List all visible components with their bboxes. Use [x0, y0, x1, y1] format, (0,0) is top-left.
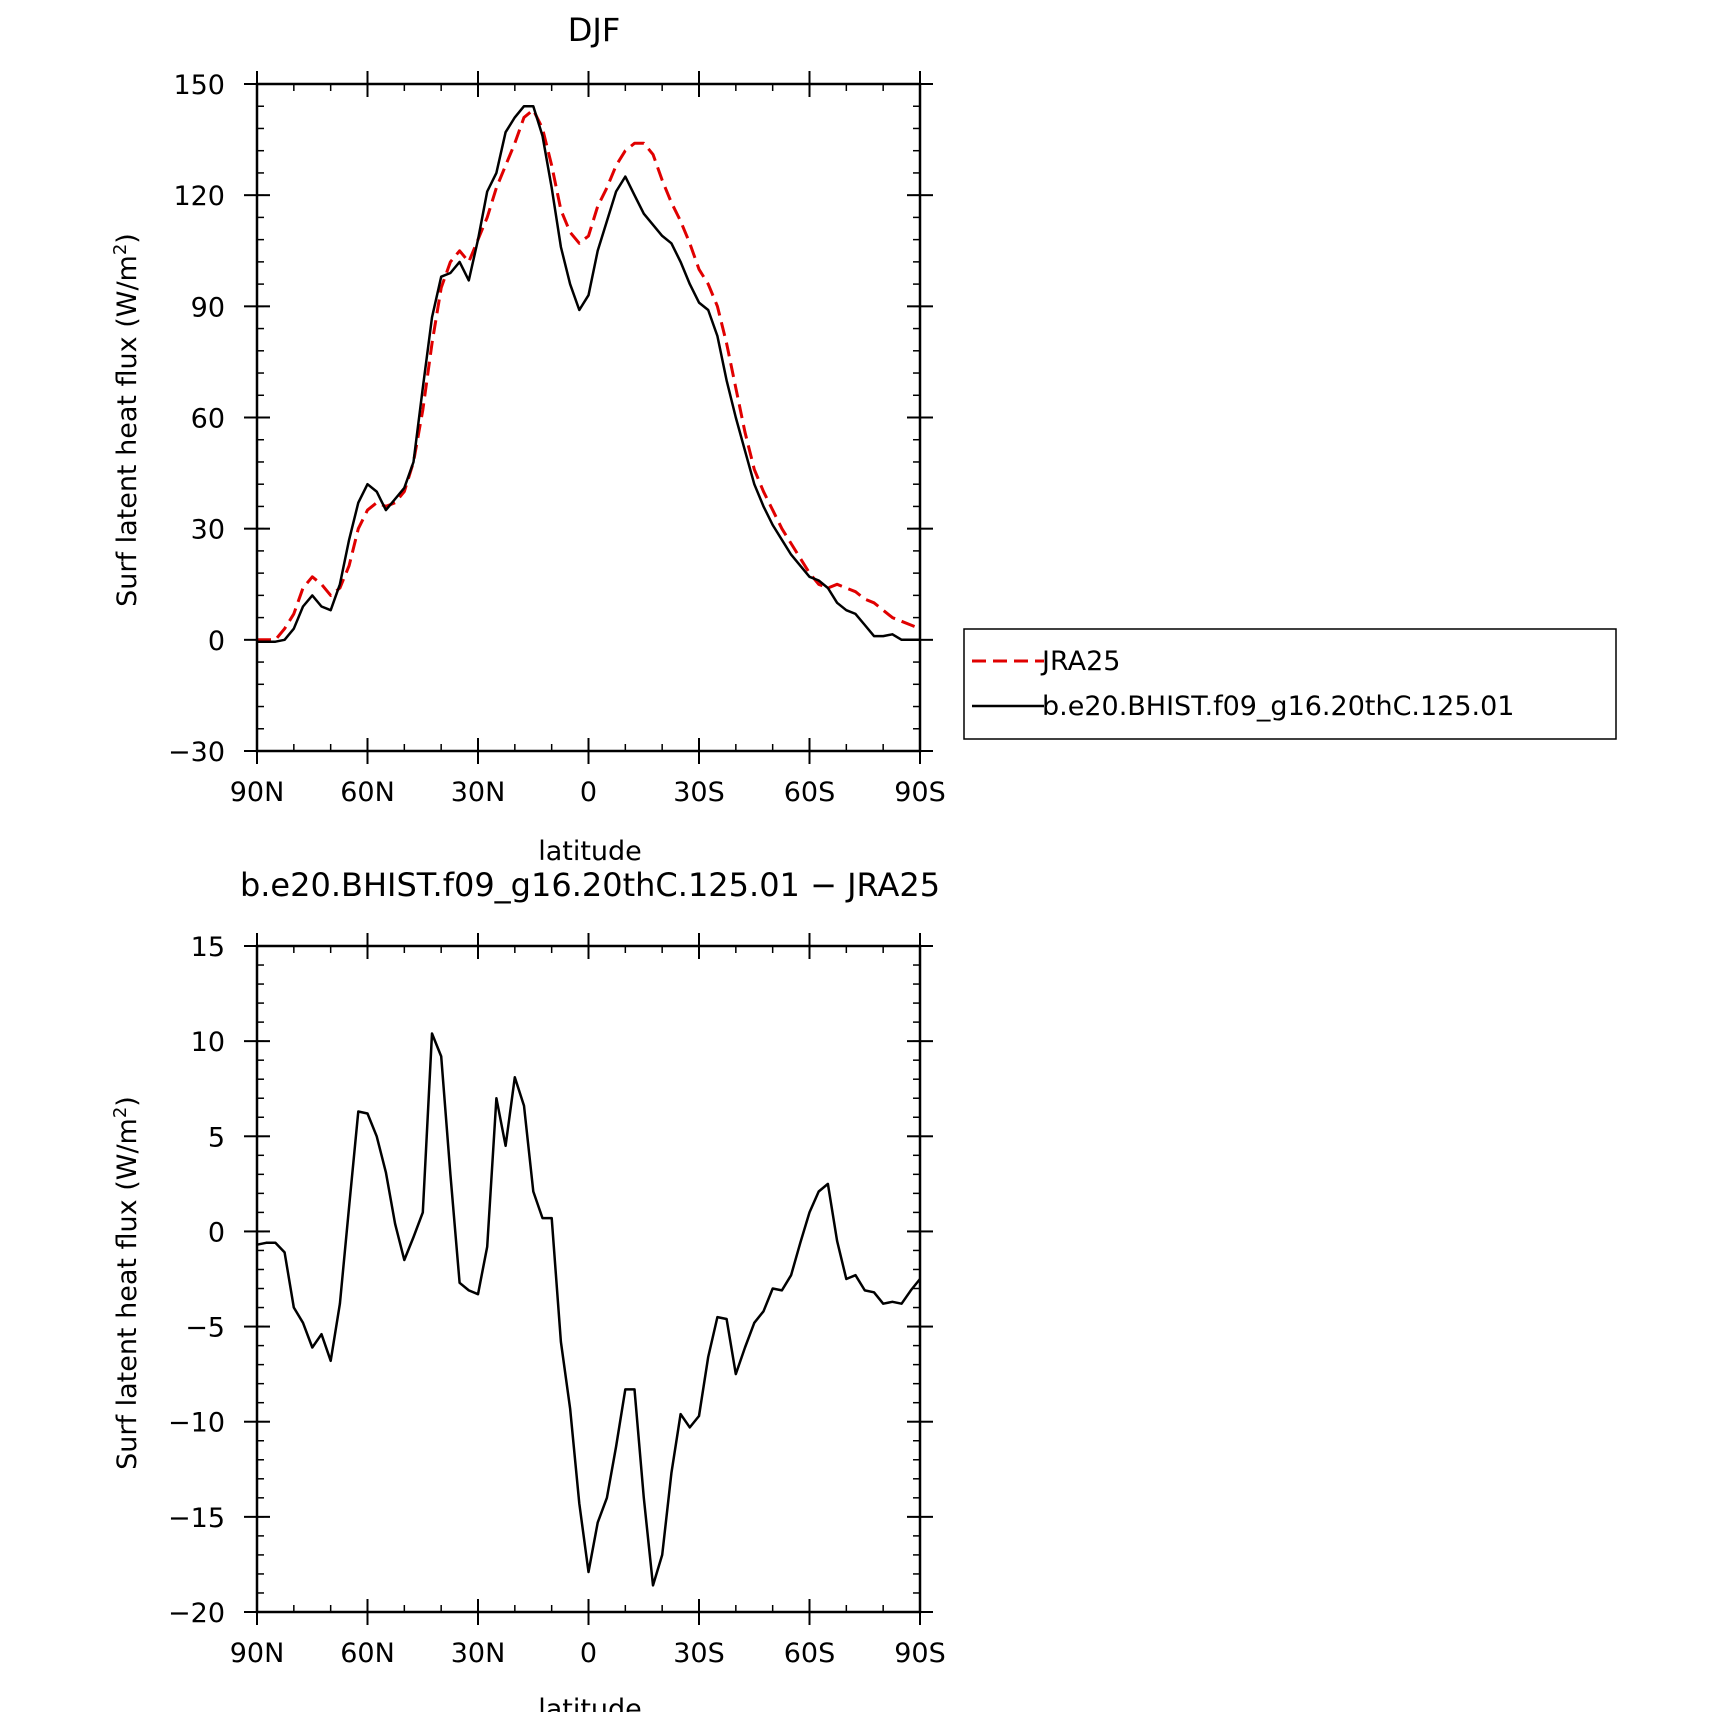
bottom-x-axis-label: latitude — [538, 1694, 642, 1712]
bottom-panel-title: b.e20.BHIST.f09_g16.20thC.125.01 − JRA25 — [240, 866, 940, 904]
legend-label-jra25: JRA25 — [1040, 646, 1120, 677]
top-y-axis-label: Surf latent heat flux (W/m2) — [110, 233, 143, 607]
top-x-tick-label: 60S — [784, 777, 836, 808]
bottom-y-tick-label: 5 — [208, 1122, 225, 1153]
bottom-x-tick-label: 60S — [784, 1638, 836, 1669]
top-panel: DJF 90N 60N 30N 0 30S 60S 90S−300306090120150 … — [110, 11, 946, 867]
bottom-y-axis-label-superscript: 2 — [110, 1107, 131, 1118]
top-y-tick-label: 120 — [173, 181, 225, 212]
top-series-line-jra25 — [257, 108, 921, 642]
bottom-y-tick-label: −20 — [168, 1598, 225, 1629]
legend-label-model: b.e20.BHIST.f09_g16.20thC.125.01 — [1042, 691, 1514, 722]
bottom-x-tick-label: 90S — [894, 1638, 946, 1669]
bottom-y-axis-label-close: ) — [112, 1096, 143, 1107]
bottom-y-axis-label: Surf latent heat flux (W/m2) — [110, 1096, 143, 1470]
top-plot-frame — [255, 82, 922, 753]
bottom-y-tick-label: 10 — [191, 1027, 225, 1058]
legend: JRA25 b.e20.BHIST.f09_g16.20thC.125.01 — [963, 628, 1617, 740]
top-y-axis-label-superscript: 2 — [110, 244, 131, 255]
bottom-x-tick-label: 0 — [580, 1638, 597, 1669]
bottom-y-axis-label-text: Surf latent heat flux (W/m — [112, 1118, 143, 1470]
top-y-tick-label: 150 — [173, 70, 225, 101]
bottom-y-tick-label: −10 — [168, 1408, 225, 1439]
top-x-tick-label: 30S — [673, 777, 725, 808]
bottom-series-line-difference — [256, 1032, 921, 1587]
bottom-x-tick-label: 60N — [340, 1638, 395, 1669]
top-series-line-b-e20-bhist-f09-g16-20thc-125-01 — [257, 104, 920, 643]
bottom-x-tick-label: 90N — [230, 1638, 285, 1669]
bottom-plot-frame — [255, 944, 922, 1614]
bottom-y-tick-label: −5 — [185, 1313, 225, 1344]
bottom-y-tick-label: 0 — [208, 1217, 225, 1248]
top-x-tick-label: 90S — [894, 777, 946, 808]
top-y-tick-label: 90 — [191, 292, 225, 323]
top-y-tick-label: 0 — [208, 626, 225, 657]
top-x-axis-label: latitude — [538, 836, 642, 867]
legend-box — [963, 628, 1617, 740]
top-x-tick-label: 60N — [340, 777, 395, 808]
bottom-y-tick-label: −15 — [168, 1503, 225, 1534]
bottom-x-tick-label: 30N — [451, 1638, 506, 1669]
top-x-tick-label: 0 — [580, 777, 597, 808]
top-x-tick-label: 30N — [451, 777, 506, 808]
top-y-tick-label: −30 — [168, 737, 225, 768]
bottom-panel: b.e20.BHIST.f09_g16.20thC.125.01 − JRA25… — [110, 866, 946, 1712]
top-y-tick-label: 30 — [191, 515, 225, 546]
bottom-y-tick-label: 15 — [191, 932, 225, 963]
top-y-axis-label-close: ) — [112, 233, 143, 244]
top-panel-title: DJF — [568, 11, 620, 49]
top-x-tick-label: 90N — [230, 777, 285, 808]
bottom-x-tick-label: 30S — [673, 1638, 725, 1669]
top-y-axis-label-text: Surf latent heat flux (W/m — [112, 255, 143, 607]
top-y-tick-label: 60 — [191, 404, 225, 435]
